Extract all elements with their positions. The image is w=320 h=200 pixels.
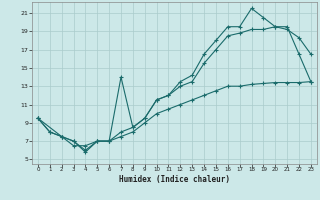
- X-axis label: Humidex (Indice chaleur): Humidex (Indice chaleur): [119, 175, 230, 184]
